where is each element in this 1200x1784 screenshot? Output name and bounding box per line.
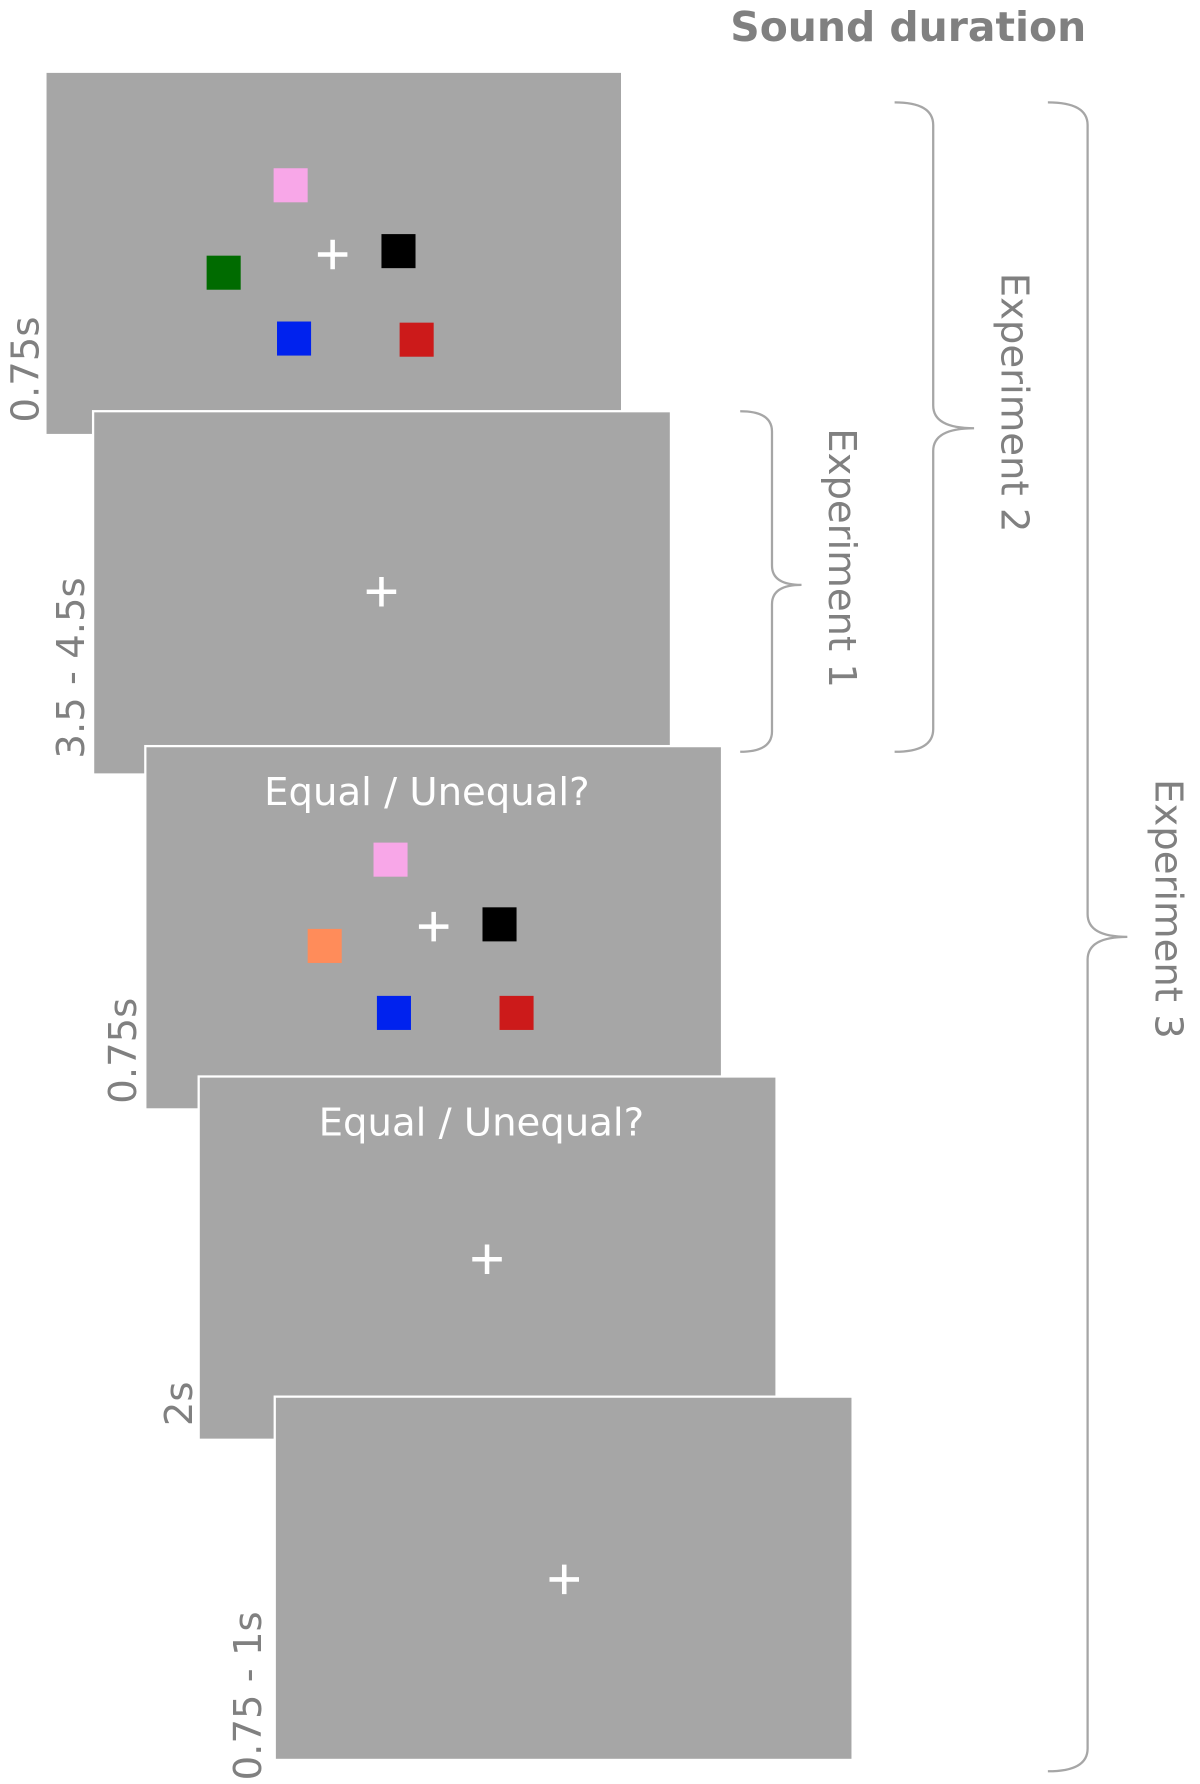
fixation-cross: [418, 911, 449, 942]
fixation-cross: [472, 1244, 502, 1275]
bracket: [740, 410, 802, 753]
square: [307, 928, 342, 963]
fixation-cross: [549, 1564, 579, 1595]
bracket-label: Experiment 3: [1146, 779, 1191, 1039]
square: [206, 255, 241, 290]
square: [376, 995, 411, 1030]
bracket-label: Experiment 2: [991, 273, 1036, 533]
question: Equal / Unequal?: [319, 1101, 644, 1146]
fixation-cross: [317, 239, 348, 270]
square: [373, 842, 408, 877]
duration-label: 3.5 - 4.5s: [49, 577, 94, 758]
square: [499, 995, 534, 1030]
question: Equal / Unequal?: [264, 770, 589, 815]
square: [399, 322, 434, 357]
square: [277, 321, 312, 356]
title: Sound duration: [730, 3, 1086, 51]
square: [273, 168, 308, 203]
square: [482, 907, 517, 942]
square: [381, 234, 416, 269]
duration-label: 0.75s: [4, 317, 49, 423]
bracket: [894, 101, 975, 753]
duration-label: 0.75 - 1s: [226, 1611, 271, 1780]
bracket: [1047, 101, 1128, 1773]
duration-label: 0.75s: [101, 998, 146, 1104]
duration-label: 2s: [157, 1381, 202, 1426]
bracket-label: Experiment 1: [819, 428, 864, 688]
fixation-cross: [366, 576, 397, 607]
